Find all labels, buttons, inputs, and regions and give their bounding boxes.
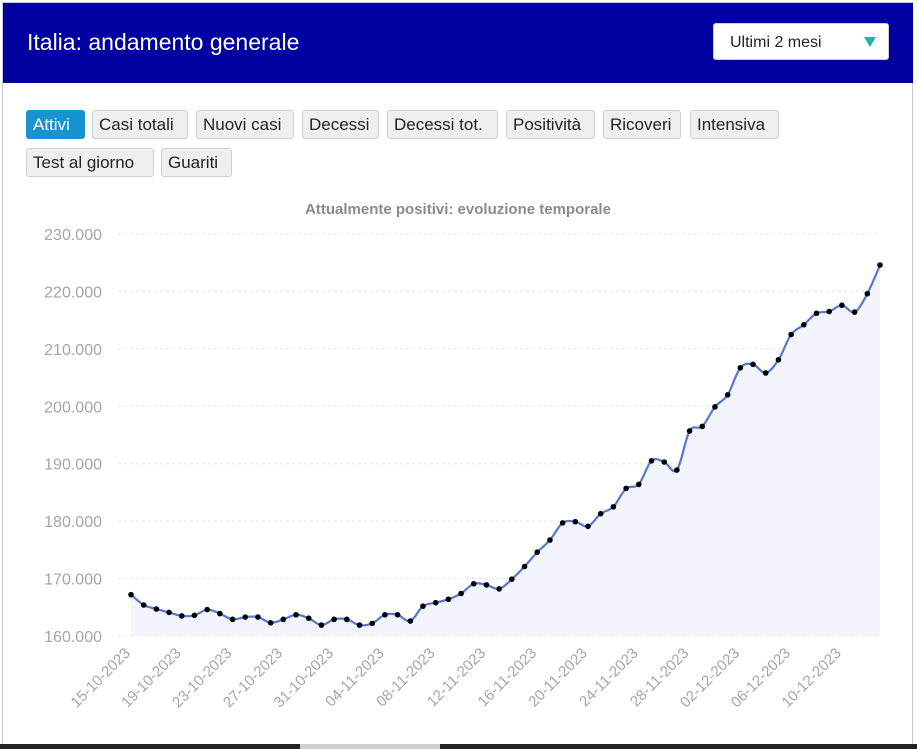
data-point — [305, 615, 312, 621]
bottom-bar-segment — [300, 744, 440, 749]
tab-nuovi-casi[interactable]: Nuovi casi — [196, 110, 294, 139]
data-point — [686, 428, 693, 434]
y-tick-label: 230.000 — [44, 227, 102, 244]
bottom-bar-segment — [440, 744, 917, 749]
y-tick-label: 160.000 — [44, 629, 102, 646]
data-point — [851, 309, 858, 315]
data-point — [267, 619, 274, 626]
data-point — [280, 616, 287, 623]
data-point — [470, 580, 477, 587]
data-point — [585, 523, 591, 530]
data-point — [217, 610, 223, 617]
data-point — [636, 481, 642, 488]
data-point — [610, 503, 617, 510]
data-point — [496, 586, 502, 592]
y-tick-label: 190.000 — [44, 457, 102, 474]
tab-guariti[interactable]: Guariti — [161, 148, 232, 177]
data-point — [204, 606, 210, 613]
data-point — [788, 331, 794, 338]
data-point — [356, 622, 363, 628]
data-point — [724, 392, 731, 398]
data-point — [712, 404, 718, 410]
data-point — [407, 618, 414, 624]
chart-title: Attualmente positivi: evoluzione tempora… — [305, 201, 611, 218]
data-point — [483, 582, 490, 588]
data-point — [674, 467, 680, 473]
tab-test-al-giorno[interactable]: Test al giorno — [26, 148, 154, 177]
data-point — [458, 590, 464, 597]
data-point — [331, 616, 337, 623]
data-point — [140, 602, 147, 608]
data-point — [509, 576, 515, 582]
data-point — [648, 458, 655, 464]
data-point — [534, 549, 541, 555]
tab-positività[interactable]: Positività — [506, 110, 595, 139]
page-title: Italia: andamento generale — [27, 29, 300, 55]
data-point — [547, 537, 553, 543]
data-point — [153, 606, 160, 612]
data-point — [382, 611, 388, 618]
data-point — [128, 591, 134, 598]
data-point — [369, 620, 376, 627]
window-bottom-bar — [0, 744, 917, 749]
data-point — [255, 614, 261, 620]
data-point — [839, 302, 845, 309]
tab-decessi-tot[interactable]: Decessi tot. — [387, 110, 498, 139]
data-point — [344, 616, 350, 623]
data-point — [762, 370, 769, 376]
data-point — [394, 611, 401, 618]
data-point — [801, 321, 807, 328]
data-point — [420, 603, 426, 609]
data-point — [813, 310, 820, 317]
data-point — [166, 609, 172, 616]
period-select-value: Ultimi 2 mesi — [730, 34, 822, 51]
data-point — [750, 361, 756, 368]
data-point — [864, 290, 871, 297]
tab-attivi[interactable]: Attivi — [26, 110, 85, 139]
y-tick-label: 220.000 — [44, 284, 102, 301]
data-point — [432, 599, 439, 606]
data-point — [877, 262, 883, 268]
data-point — [737, 365, 744, 371]
data-point — [293, 611, 299, 618]
data-point — [572, 518, 579, 525]
data-point — [178, 613, 185, 619]
data-point — [242, 614, 249, 620]
data-point — [191, 612, 198, 619]
data-point — [699, 423, 706, 430]
data-point — [229, 616, 236, 623]
data-point — [521, 563, 528, 570]
y-tick-label: 180.000 — [44, 514, 102, 531]
data-point — [826, 308, 833, 315]
bottom-bar-segment — [0, 744, 300, 749]
data-point — [661, 459, 667, 465]
period-select[interactable]: Ultimi 2 mesi — [713, 23, 889, 60]
header-bar: Italia: andamento generale Ultimi 2 mesi — [3, 3, 913, 83]
data-point — [597, 510, 604, 517]
data-point — [623, 485, 629, 492]
y-tick-label: 200.000 — [44, 399, 102, 416]
data-point — [318, 622, 325, 628]
tab-ricoveri[interactable]: Ricoveri — [603, 110, 681, 139]
data-point — [559, 520, 566, 526]
tab-decessi[interactable]: Decessi — [302, 110, 379, 139]
y-tick-label: 170.000 — [44, 572, 102, 589]
data-point — [775, 356, 782, 363]
y-tick-label: 210.000 — [44, 342, 102, 359]
data-point — [445, 596, 452, 603]
chevron-down-icon — [864, 37, 876, 47]
area-fill — [131, 265, 880, 636]
tab-casi-totali[interactable]: Casi totali — [92, 110, 188, 139]
tab-intensiva[interactable]: Intensiva — [690, 110, 779, 139]
